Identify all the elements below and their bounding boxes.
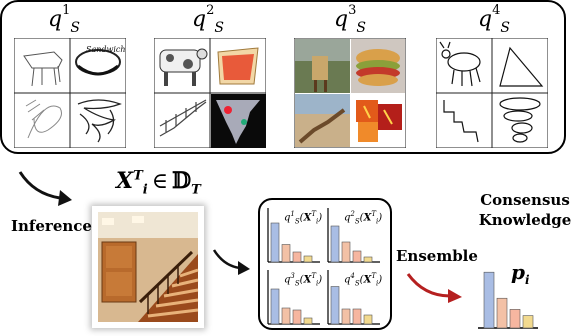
sketch-stairs-image <box>25 99 62 139</box>
clipart-sandwich-image <box>217 47 259 85</box>
prediction-1-bar-4 <box>303 255 313 263</box>
sketch-tornado-image <box>77 99 122 143</box>
painting-cow-image <box>295 39 350 93</box>
target-image-frame <box>92 206 204 328</box>
prediction-3-bar-4 <box>303 317 313 325</box>
consensus-bar-4 <box>522 315 534 329</box>
teacher-label-4: q4S <box>478 3 510 36</box>
painting-sandwich-image <box>351 39 405 93</box>
prediction-label-4: q4S(XTi) <box>344 272 383 288</box>
prediction-3-bar-2 <box>281 307 291 325</box>
teacher-label-2: q2S <box>192 3 224 36</box>
ensemble-label: Ensemble <box>396 247 478 265</box>
target-stairs-photo <box>98 212 199 322</box>
prediction-2-bar-4 <box>363 256 373 263</box>
prediction-3-bar-3 <box>292 309 302 325</box>
prediction-4-bar-1 <box>330 286 340 325</box>
consensus-line-2: Knowledge <box>478 211 572 229</box>
consensus-bar-1 <box>483 271 495 329</box>
prediction-4-bar-4 <box>363 314 373 325</box>
consensus-bar-chart <box>478 271 538 329</box>
teacher-label-3: q3S <box>334 3 366 36</box>
source-domains-panel: q1S q2S q3S q4S Sandwich <box>0 0 566 154</box>
clipart-stairs-image <box>159 99 207 137</box>
prediction-3-bar-1 <box>270 288 280 325</box>
prediction-label-3: q3S(XTi) <box>284 272 323 288</box>
quickdraw-sandwich-image <box>499 46 544 87</box>
prediction-2-bar-2 <box>341 241 351 263</box>
domain-2-image-grid <box>154 38 266 148</box>
quickdraw-tornado-image <box>499 97 541 143</box>
prediction-2-bar-3 <box>352 250 362 263</box>
prediction-1-bar-3 <box>292 251 302 263</box>
svg-text:Sandwich: Sandwich <box>86 45 126 54</box>
painting-tornado-image <box>351 94 405 147</box>
prediction-4-bar-2 <box>341 308 351 325</box>
sketch-cow-image <box>23 51 63 87</box>
clipart-cow-image <box>159 48 208 86</box>
domain-1-image-grid: Sandwich <box>14 38 126 148</box>
domain-4-image-grid <box>436 38 548 148</box>
quickdraw-stairs-image <box>443 100 479 143</box>
teacher-predictions-panel: q1S(XTi) q2S(XTi) q3S(XTi) q4S(XTi) <box>258 198 392 330</box>
prediction-1-bar-2 <box>281 244 291 263</box>
domain-3-image-grid <box>294 38 406 148</box>
clipart-tornado-image <box>211 94 266 148</box>
teacher-predictions-chart <box>267 208 380 325</box>
consensus-line-1: Consensus <box>480 191 570 209</box>
quickdraw-cow-image <box>439 41 481 87</box>
prediction-label-2: q2S(XTi) <box>344 210 383 226</box>
prediction-label-1: q1S(XTi) <box>284 210 323 226</box>
target-sample-formula: XTi ∈ 𝔻T <box>116 168 201 198</box>
consensus-bar-2 <box>496 297 508 329</box>
consensus-knowledge-title: Consensus Knowledge <box>470 190 580 230</box>
inference-label: Inference <box>11 217 92 235</box>
curved-arrow-down <box>18 171 72 206</box>
consensus-bar-3 <box>509 309 521 329</box>
prediction-2-bar-1 <box>330 225 340 263</box>
sketch-sandwich-image: Sandwich <box>75 45 126 76</box>
arrow-to-predictions <box>212 249 250 275</box>
painting-stairs-image <box>295 94 350 147</box>
teacher-label-1: q1S <box>48 3 80 36</box>
prediction-1-bar-1 <box>270 222 280 263</box>
prediction-4-bar-3 <box>352 308 362 325</box>
ensemble-arrow <box>406 273 462 303</box>
consensus-symbol: pi <box>511 260 530 287</box>
